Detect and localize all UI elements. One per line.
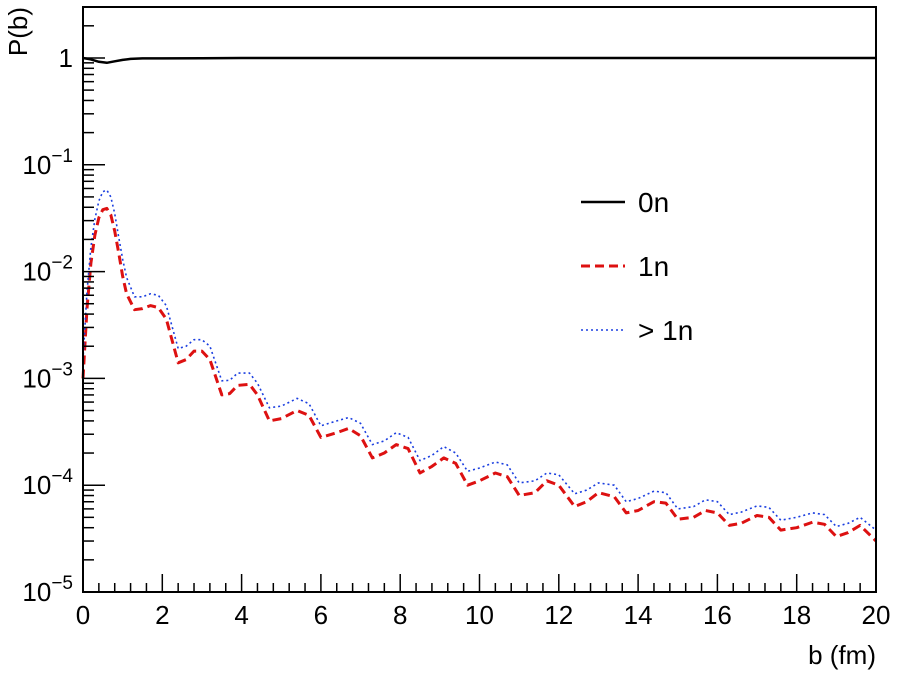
x-tick-label: 12: [544, 600, 573, 630]
series-line-1: [81, 206, 878, 543]
legend: 0n 1n > 1n: [581, 187, 693, 346]
x-tick-label: 2: [155, 600, 169, 630]
x-tick-label: 16: [703, 600, 732, 630]
x-tick-label: 20: [862, 600, 891, 630]
x-axis-label: b (fm): [808, 640, 876, 670]
series-line-2: [82, 189, 877, 531]
y-tick-label: 10−3: [22, 359, 73, 393]
x-tick-label: 14: [624, 600, 653, 630]
series-line-0: [82, 56, 876, 65]
x-tick-label: 8: [393, 600, 407, 630]
legend-label: 0n: [638, 187, 669, 218]
legend-label: 1n: [638, 251, 669, 282]
axis-layer: 0 2 4 6 8 10 12 14 16 18 20 10−5 10−4 10−3 10−2 10−1 1: [22, 6, 891, 630]
y-tick-label: 10−1: [22, 146, 73, 180]
y-tick-label: 1: [59, 43, 73, 73]
x-tick-label: 6: [314, 600, 328, 630]
x-tick-label: 4: [234, 600, 248, 630]
legend-label: > 1n: [638, 315, 693, 346]
y-axis-label: P(b): [3, 7, 33, 56]
y-tick-label: 10−4: [22, 466, 73, 500]
plot-frame: [82, 6, 877, 593]
x-tick-label: 0: [76, 600, 90, 630]
y-tick-label: 10−2: [22, 253, 73, 287]
x-tick-label: 18: [782, 600, 811, 630]
y-tick-label: 10−5: [22, 573, 73, 607]
series-layer: [81, 56, 878, 543]
x-tick-label: 10: [465, 600, 494, 630]
